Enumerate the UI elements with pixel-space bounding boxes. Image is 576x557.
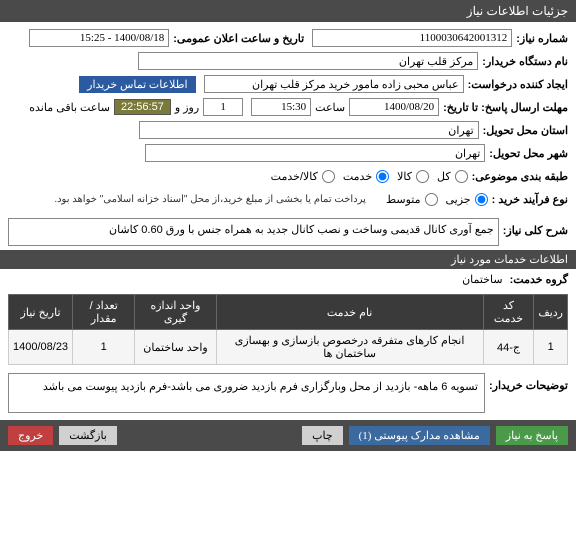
proc-minor-radio[interactable]: [475, 193, 488, 206]
desc-title-label: شرح کلی نیاز:: [503, 224, 568, 237]
requester-label: ایجاد کننده درخواست:: [468, 78, 568, 91]
footer-bar: پاسخ به نیاز مشاهده مدارک پیوستی (1) چاپ…: [0, 420, 576, 451]
cat-service-option[interactable]: خدمت: [343, 170, 389, 183]
cat-both-option[interactable]: کالا/خدمت: [271, 170, 335, 183]
deadline-date-field[interactable]: [349, 98, 439, 116]
th-unit: واحد اندازه گیری: [135, 295, 216, 330]
header-title: جزئیات اطلاعات نیاز: [467, 4, 568, 18]
need-number-label: شماره نیاز:: [516, 32, 568, 45]
time-label: ساعت: [315, 101, 345, 114]
proc-medium-label: متوسط: [386, 193, 421, 206]
cat-goods-option[interactable]: کالا: [397, 170, 429, 183]
th-code: کد خدمت: [483, 295, 534, 330]
category-radio-group: کل کالا خدمت کالا/خدمت: [271, 170, 468, 183]
buyer-org-label: نام دستگاه خریدار:: [482, 55, 568, 68]
cat-goods-radio[interactable]: [416, 170, 429, 183]
cat-goods-label: کالا: [397, 170, 412, 183]
td-qty: 1: [73, 330, 135, 365]
buyer-note-label: توضیحات خریدار:: [489, 379, 568, 392]
process-note: پرداخت تمام یا بخشی از مبلغ خرید،از محل …: [54, 194, 366, 205]
cat-both-radio[interactable]: [322, 170, 335, 183]
td-date: 1400/08/23: [9, 330, 73, 365]
print-button[interactable]: چاپ: [302, 426, 343, 445]
city-field[interactable]: [145, 144, 485, 162]
attachments-button[interactable]: مشاهده مدارک پیوستی (1): [349, 426, 490, 445]
public-date-field[interactable]: [29, 29, 169, 47]
th-idx: ردیف: [534, 295, 568, 330]
proc-minor-option[interactable]: جزیی: [446, 193, 488, 206]
proc-minor-label: جزیی: [446, 193, 471, 206]
page-header: جزئیات اطلاعات نیاز: [0, 0, 576, 22]
services-section-header: اطلاعات خدمات مورد نیاز: [0, 250, 576, 269]
desc-box: جمع آوری کانال قدیمی وساخت و نصب کانال ج…: [8, 218, 499, 246]
process-radio-group: جزیی متوسط: [386, 193, 488, 206]
td-idx: 1: [534, 330, 568, 365]
province-label: استان محل تحویل:: [483, 124, 568, 137]
back-button[interactable]: بازگشت: [59, 426, 117, 445]
cat-all-option[interactable]: کل: [437, 170, 468, 183]
td-name: انجام کارهای متفرقه درخصوص بازسازی و بهس…: [216, 330, 483, 365]
group-value: ساختمان: [462, 274, 502, 286]
th-date: تاریخ نیاز: [9, 295, 73, 330]
form-section: شماره نیاز: تاریخ و ساعت اعلان عمومی: نا…: [0, 22, 576, 218]
th-qty: تعداد / مقدار: [73, 295, 135, 330]
remaining-label: ساعت باقی مانده: [29, 101, 110, 114]
services-section-title: اطلاعات خدمات مورد نیاز: [451, 254, 568, 266]
contact-button[interactable]: اطلاعات تماس خریدار: [79, 76, 195, 93]
services-table: ردیف کد خدمت نام خدمت واحد اندازه گیری ت…: [8, 294, 568, 365]
desc-text: جمع آوری کانال قدیمی وساخت و نصب کانال ج…: [109, 224, 494, 236]
need-number-field[interactable]: [312, 29, 512, 47]
td-code: ج-44: [483, 330, 534, 365]
countdown-badge: 22:56:57: [114, 99, 171, 115]
cat-service-label: خدمت: [343, 170, 372, 183]
exit-button[interactable]: خروج: [8, 426, 53, 445]
buyer-note-box: تسویه 6 ماهه- بازدید از محل وبارگزاری فر…: [8, 373, 485, 413]
category-label: طبقه بندی موضوعی:: [472, 170, 568, 183]
proc-medium-option[interactable]: متوسط: [386, 193, 438, 206]
deadline-time-field[interactable]: [251, 98, 311, 116]
requester-field[interactable]: [204, 75, 464, 93]
public-date-label: تاریخ و ساعت اعلان عمومی:: [173, 32, 304, 45]
group-row: گروه خدمت: ساختمان: [0, 269, 576, 290]
deadline-label: مهلت ارسال پاسخ: تا تاریخ:: [443, 101, 568, 114]
province-field[interactable]: [139, 121, 479, 139]
table-header-row: ردیف کد خدمت نام خدمت واحد اندازه گیری ت…: [9, 295, 568, 330]
process-label: نوع فرآیند خرید :: [492, 193, 568, 206]
cat-service-radio[interactable]: [376, 170, 389, 183]
reply-button[interactable]: پاسخ به نیاز: [496, 426, 568, 445]
buyer-note-text: تسویه 6 ماهه- بازدید از محل وبارگزاری فر…: [43, 381, 478, 393]
cat-all-label: کل: [437, 170, 451, 183]
cat-all-radio[interactable]: [455, 170, 468, 183]
group-label: گروه خدمت:: [510, 274, 568, 286]
table-row: 1 ج-44 انجام کارهای متفرقه درخصوص بازساز…: [9, 330, 568, 365]
days-field[interactable]: [203, 98, 243, 116]
city-label: شهر محل تحویل:: [489, 147, 568, 160]
cat-both-label: کالا/خدمت: [271, 170, 318, 183]
th-name: نام خدمت: [216, 295, 483, 330]
proc-medium-radio[interactable]: [425, 193, 438, 206]
buyer-org-field[interactable]: [138, 52, 478, 70]
day-label: روز و: [175, 101, 199, 114]
td-unit: واحد ساختمان: [135, 330, 216, 365]
